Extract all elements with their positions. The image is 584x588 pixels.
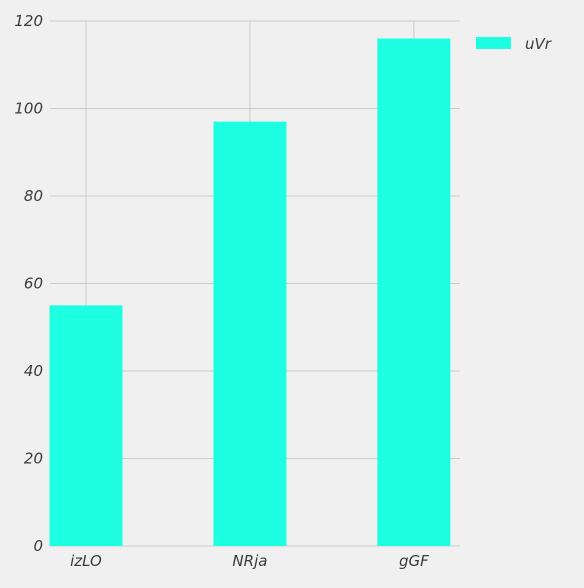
x-tick-label: NRja xyxy=(232,552,267,570)
y-tick-label: 0 xyxy=(33,537,43,555)
x-tick-label: izLO xyxy=(70,552,102,570)
legend-label: uVr xyxy=(525,35,552,53)
y-tick-label: 80 xyxy=(24,187,43,205)
y-tick-label: 100 xyxy=(14,100,43,118)
y-tick-label: 40 xyxy=(24,362,43,380)
bar-NRja xyxy=(213,121,287,546)
bars xyxy=(49,38,451,546)
y-tick-label: 120 xyxy=(14,12,43,30)
legend: uVr xyxy=(476,35,552,53)
y-tick-label: 20 xyxy=(24,450,43,468)
y-tick-label: 60 xyxy=(24,275,43,293)
x-tick-label: gGF xyxy=(399,552,429,570)
bar-izLO xyxy=(49,305,123,546)
y-axis-ticks: 0 20 40 60 80 100 120 xyxy=(14,12,43,555)
bar-gGF xyxy=(377,38,451,546)
legend-swatch xyxy=(476,37,511,49)
x-axis-ticks: izLO NRja gGF xyxy=(70,552,429,570)
